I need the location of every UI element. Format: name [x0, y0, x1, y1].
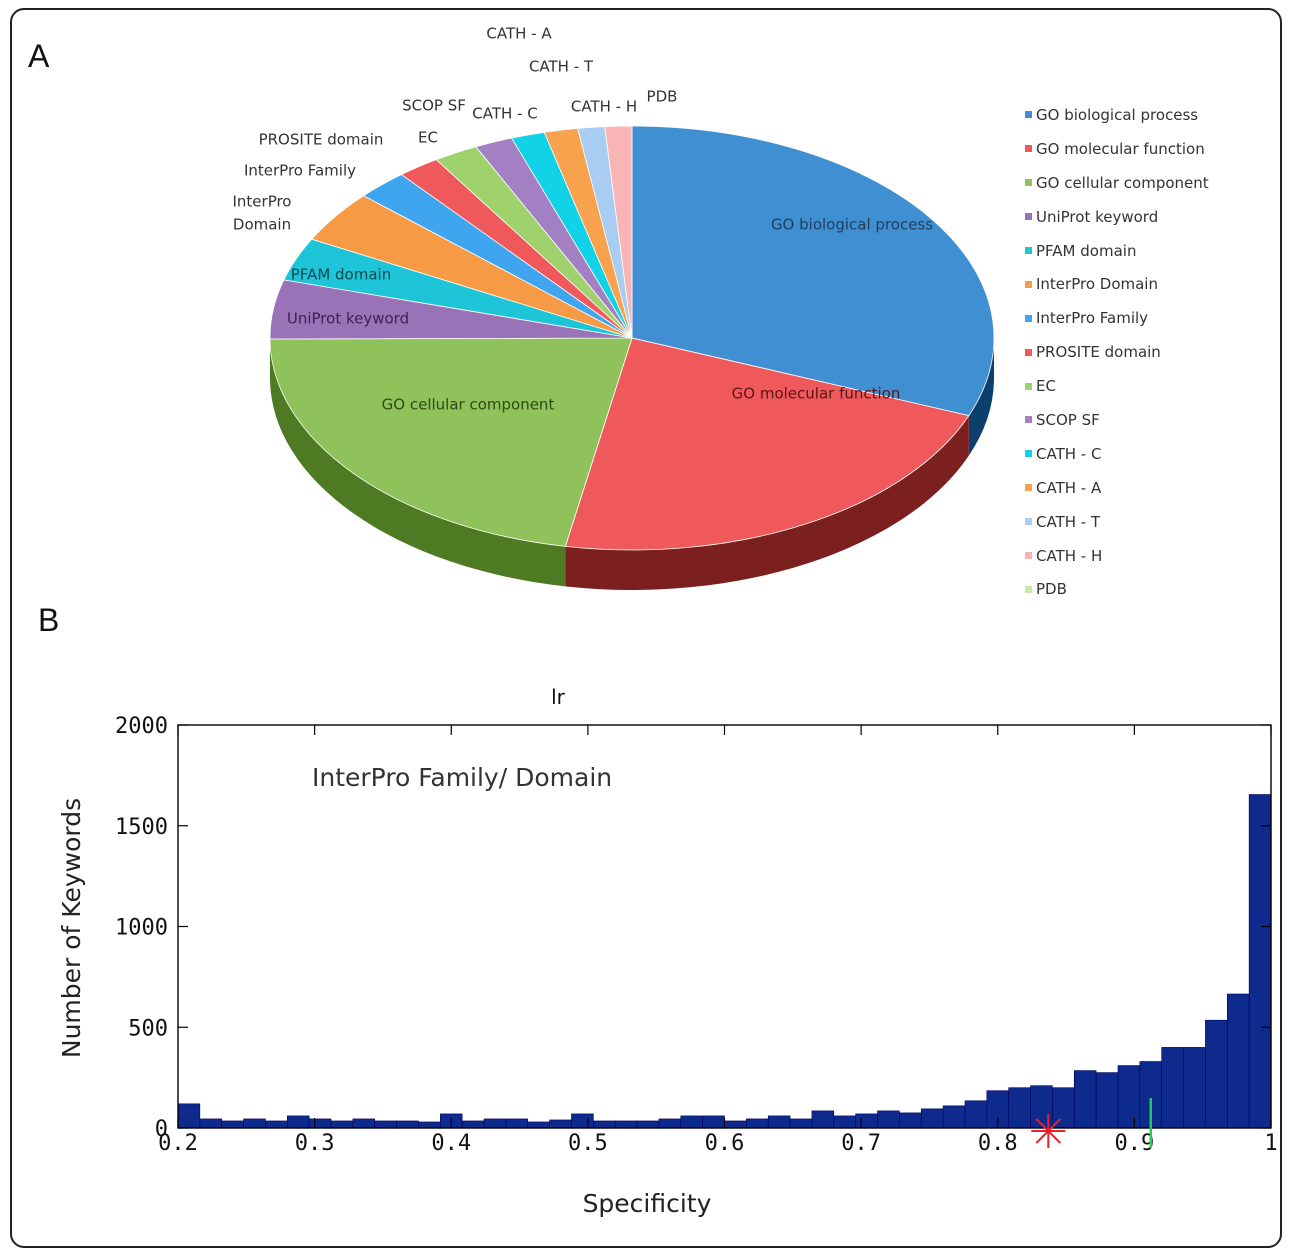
hist-bar — [1162, 1047, 1184, 1128]
y-tick-label: 1500 — [115, 815, 168, 840]
hist-bar — [637, 1121, 659, 1128]
hist-bar — [746, 1119, 768, 1128]
hist-bar — [1074, 1071, 1096, 1128]
hist-bar — [943, 1106, 965, 1128]
hist-bar — [375, 1121, 397, 1128]
hist-bar — [703, 1116, 725, 1128]
hist-bar — [200, 1119, 222, 1128]
hist-bar — [484, 1119, 506, 1128]
hist-bar — [1118, 1066, 1140, 1128]
x-axis-label: Specificity — [583, 1189, 712, 1218]
x-tick-label: 0.6 — [705, 1131, 745, 1156]
hist-bar — [397, 1121, 419, 1128]
hist-bar — [659, 1119, 681, 1128]
hist-bar — [1249, 795, 1271, 1128]
hist-bar — [725, 1121, 747, 1128]
y-tick-label: 1000 — [115, 916, 168, 941]
hist-bar — [1184, 1047, 1206, 1128]
hist-bar — [768, 1116, 790, 1128]
hist-bar — [418, 1122, 440, 1128]
hist-bar — [353, 1119, 375, 1128]
hist-bar — [331, 1121, 353, 1128]
hist-bar — [1096, 1073, 1118, 1128]
x-tick-label: 0.7 — [841, 1131, 881, 1156]
hist-bar — [965, 1101, 987, 1128]
hist-bar — [571, 1114, 593, 1128]
hist-bar — [309, 1119, 331, 1128]
x-tick-label: 1 — [1264, 1131, 1277, 1156]
hist-bar — [921, 1109, 943, 1128]
hist-bar — [506, 1119, 528, 1128]
hist-bar — [834, 1116, 856, 1128]
hist-bar — [856, 1114, 878, 1128]
hist-bar — [244, 1119, 266, 1128]
hist-bar — [550, 1120, 572, 1128]
y-tick-label: 2000 — [115, 714, 168, 739]
x-tick-label: 0.4 — [431, 1131, 471, 1156]
x-tick-label: 0.5 — [568, 1131, 608, 1156]
x-tick-label: 0.9 — [1115, 1131, 1155, 1156]
hist-bar — [178, 1104, 200, 1128]
hist-bar — [615, 1121, 637, 1128]
y-tick-label: 500 — [128, 1016, 168, 1041]
hist-bar — [878, 1111, 900, 1128]
hist-bar — [681, 1116, 703, 1128]
hist-bar — [593, 1121, 615, 1128]
x-tick-label: 0.8 — [978, 1131, 1018, 1156]
hist-bar — [528, 1122, 550, 1128]
star-marker — [1031, 1114, 1065, 1148]
hist-bar — [1205, 1020, 1227, 1128]
hist-bar — [812, 1111, 834, 1128]
chart-title: lr — [551, 685, 566, 709]
hist-bar — [462, 1121, 484, 1128]
y-axis-label: Number of Keywords — [57, 798, 86, 1058]
hist-bar — [222, 1121, 244, 1128]
hist-bar — [899, 1113, 921, 1128]
hist-bar — [265, 1121, 287, 1128]
hist-bar — [790, 1119, 812, 1128]
hist-bar — [287, 1116, 309, 1128]
hist-bar — [1052, 1088, 1074, 1128]
hist-bar — [1009, 1088, 1031, 1128]
hist-bar — [1227, 994, 1249, 1128]
y-tick-label: 0 — [155, 1117, 168, 1142]
chart-annotation: InterPro Family/ Domain — [312, 763, 612, 792]
x-tick-label: 0.3 — [295, 1131, 335, 1156]
